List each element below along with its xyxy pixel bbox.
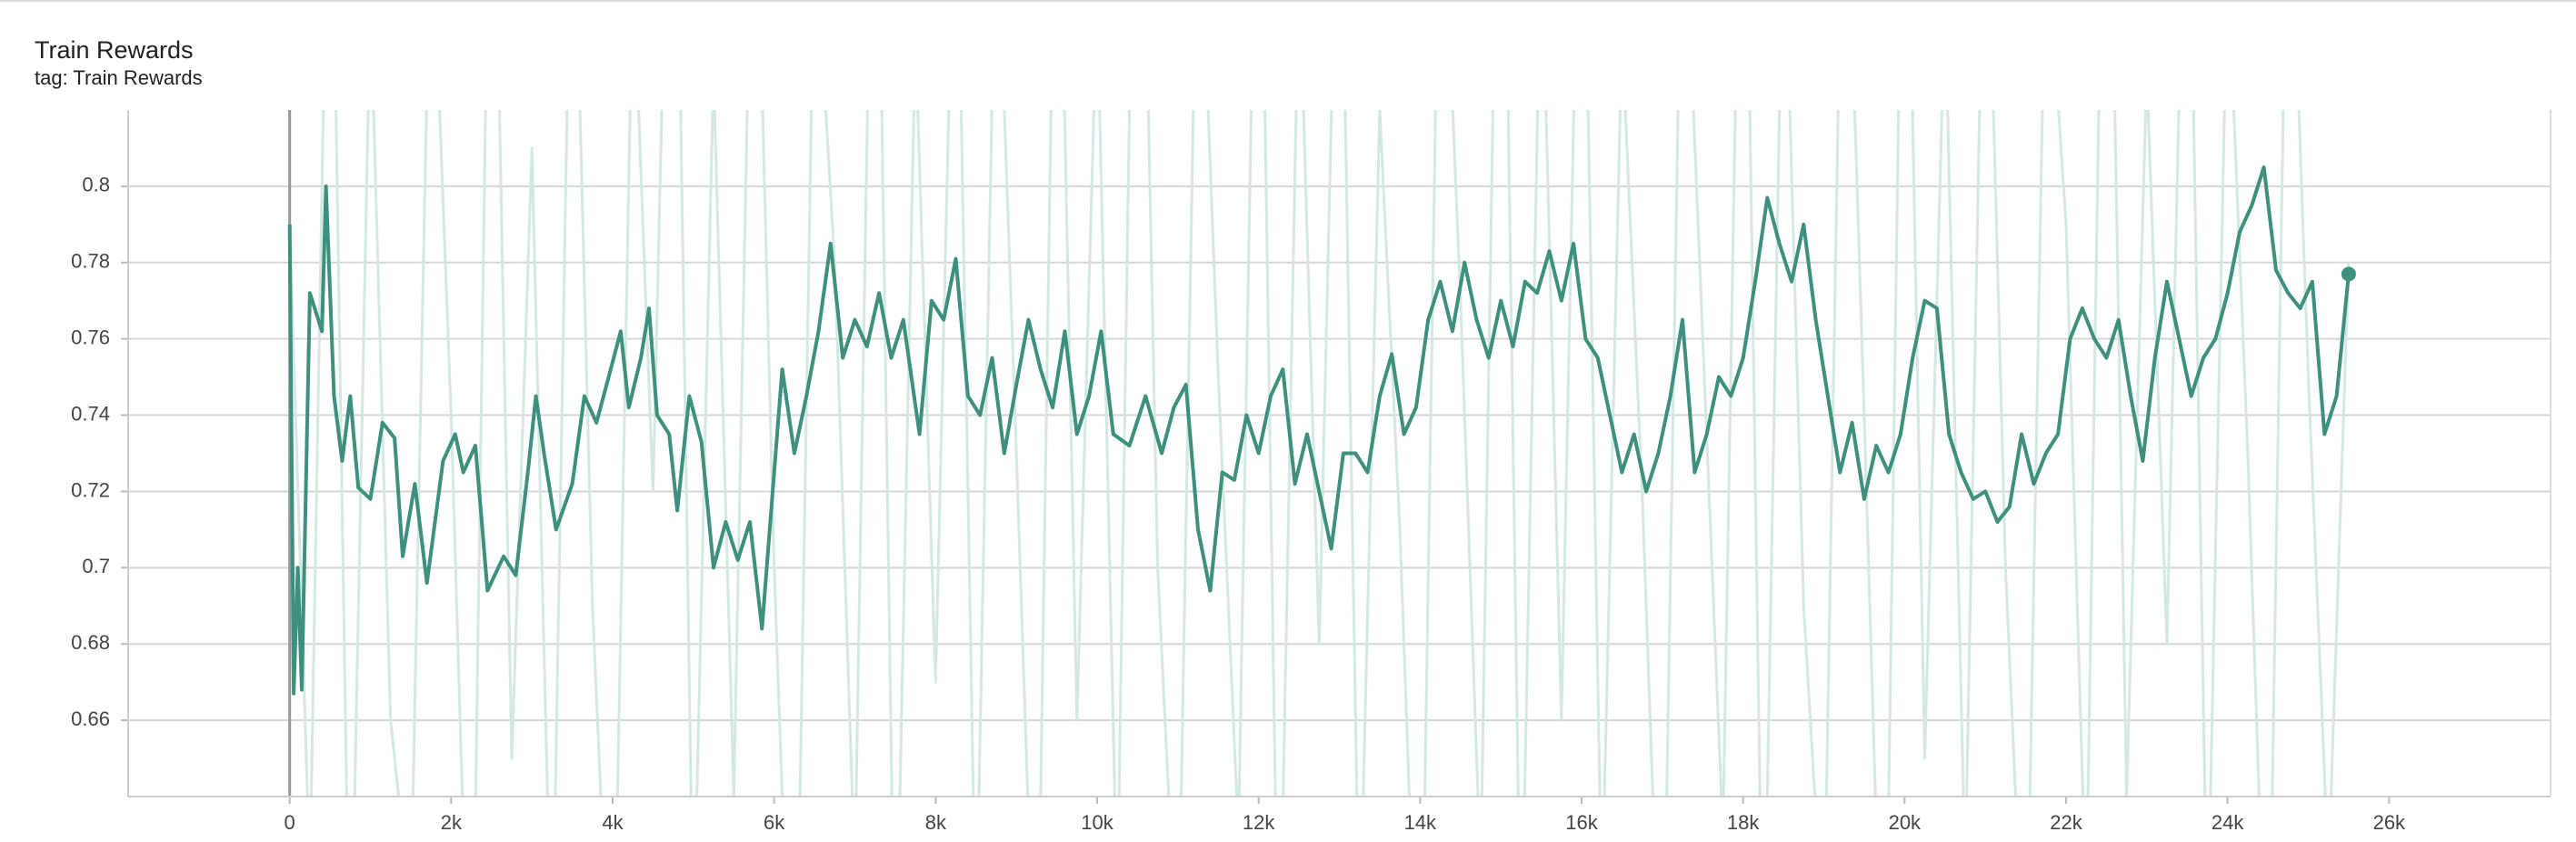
smoothed-line [287, 165, 2351, 696]
y-tick-label: 0.78 [71, 250, 110, 273]
y-tick-label: 0.74 [71, 402, 110, 425]
y-tick-label: 0.72 [71, 478, 110, 501]
x-tick-label: 4k [602, 811, 624, 834]
x-tick-label: 0 [285, 811, 295, 834]
y-tick-label: 0.76 [71, 326, 110, 348]
plot-area [287, 110, 2351, 797]
y-tick-label: 0.68 [71, 631, 110, 654]
y-tick-label: 0.7 [82, 555, 110, 577]
x-tick-label: 8k [925, 811, 947, 834]
x-tick-label: 22k [2050, 811, 2082, 834]
x-tick-label: 20k [1889, 811, 1922, 834]
x-tick-label: 26k [2373, 811, 2406, 834]
x-tick-label: 24k [2212, 811, 2244, 834]
x-tick-label: 16k [1565, 811, 1598, 834]
x-tick-label: 12k [1243, 811, 1275, 834]
x-tick-label: 6k [764, 811, 785, 834]
raw-line [288, 110, 2351, 797]
last-point [2341, 266, 2356, 282]
y-tick-label: 0.66 [71, 707, 110, 730]
x-tick-label: 14k [1404, 811, 1437, 834]
x-tick-label: 18k [1727, 811, 1760, 834]
x-tick-label: 2k [441, 811, 463, 834]
y-tick-label: 0.8 [82, 174, 110, 196]
chart-subtitle: tag: Train Rewards [35, 66, 203, 89]
chart-title: Train Rewards [35, 36, 194, 64]
x-tick-label: 10k [1081, 811, 1113, 834]
